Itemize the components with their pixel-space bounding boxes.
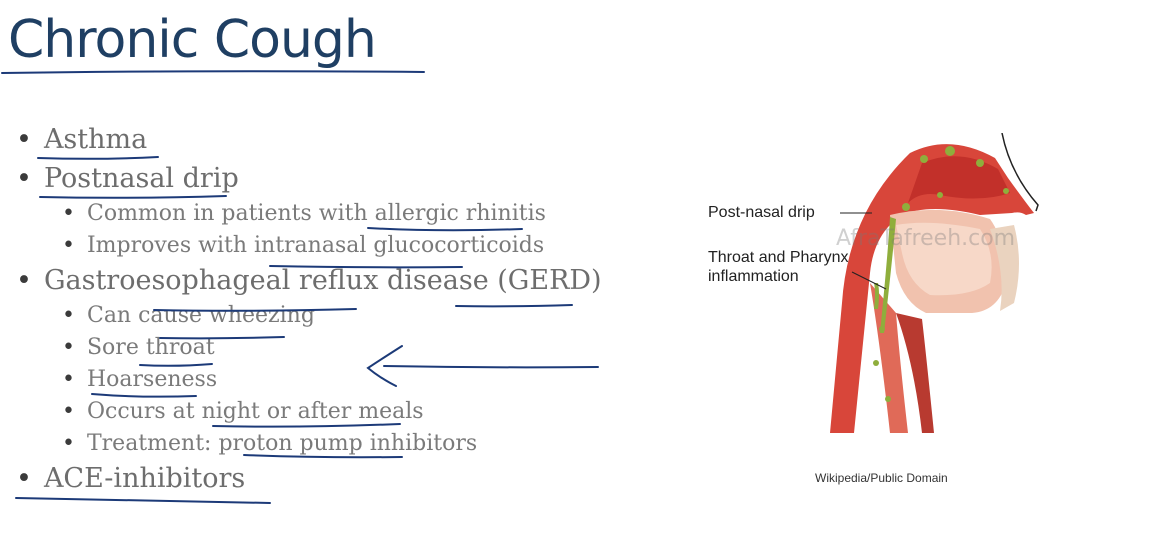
sub-bullet: • Hoarseness bbox=[62, 367, 218, 392]
sub-bullet: • Can cause wheezing bbox=[62, 303, 315, 328]
sub-bullet: • Common in patients with allergic rhinit… bbox=[62, 201, 546, 226]
sub-bullet: • Sore throat bbox=[62, 335, 215, 360]
throat-anatomy-illustration bbox=[830, 133, 1039, 433]
sub-bullet-text: Sore throat bbox=[86, 335, 215, 360]
label-post-nasal-drip: Post-nasal drip bbox=[708, 204, 815, 221]
bullet-gerd-text: Gastroesophageal reflux disease (GERD) bbox=[43, 265, 602, 296]
bullet-gerd: • Gastroesophageal reflux disease (GERD) bbox=[16, 265, 602, 296]
bullet-postnasal-drip-text: Postnasal drip bbox=[43, 163, 239, 194]
bullet-list: • Asthma • Postnasal drip • Common in patie… bbox=[16, 124, 602, 494]
sub-bullet-text: Occurs at night or after meals bbox=[86, 399, 424, 424]
label-throat-line2: inflammation bbox=[708, 268, 799, 285]
sub-bullet-text: Treatment: proton pump inhibitors bbox=[86, 431, 478, 456]
sub-bullet: • Occurs at night or after meals bbox=[62, 399, 424, 424]
sub-bullet-text: Common in patients with allergic rhiniti… bbox=[86, 201, 546, 226]
sub-bullet-text: Hoarseness bbox=[86, 367, 218, 392]
image-credit: Wikipedia/Public Domain bbox=[815, 471, 948, 485]
label-throat-line1: Throat and Pharynx bbox=[708, 249, 849, 266]
bullet-ace-inhibitors-text: ACE-inhibitors bbox=[43, 463, 246, 494]
sub-bullet: • Improves with intranasal glucocorticoid… bbox=[62, 233, 545, 258]
bullet-asthma: • Asthma bbox=[16, 124, 148, 155]
sub-bullet-text: Improves with intranasal glucocorticoids bbox=[86, 233, 545, 258]
bullet-ace-inhibitors: • ACE-inhibitors bbox=[16, 463, 246, 494]
sub-bullet-text: Can cause wheezing bbox=[86, 303, 315, 328]
slide-title: Chronic Cough bbox=[8, 10, 377, 70]
watermark: AfraTafreeh.com bbox=[836, 226, 1016, 251]
bullet-asthma-text: Asthma bbox=[43, 124, 148, 155]
sub-bullet: • Treatment: proton pump inhibitors bbox=[62, 431, 478, 456]
bullet-postnasal-drip: • Postnasal drip bbox=[16, 163, 239, 194]
